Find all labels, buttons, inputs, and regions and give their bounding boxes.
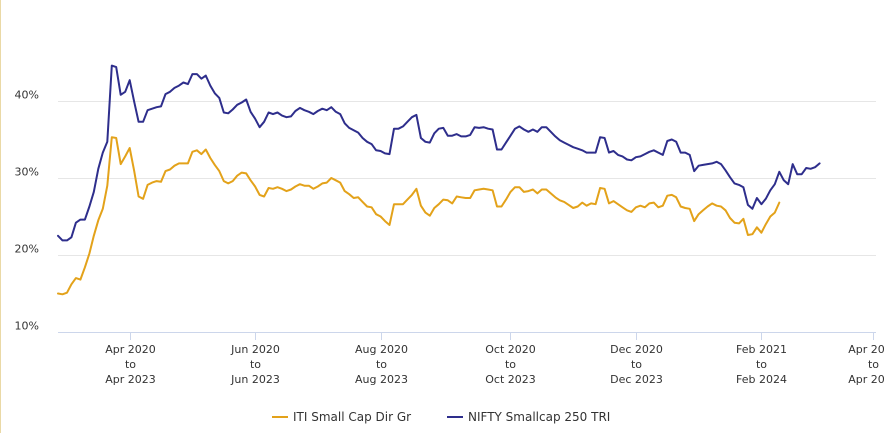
legend-item-iti[interactable]: ITI Small Cap Dir Gr: [272, 410, 411, 424]
gridlines: [58, 101, 876, 333]
y-tick-label: 30%: [15, 166, 39, 179]
x-tick-label: Apr 2020 to Apr 2023: [105, 343, 156, 386]
y-axis-ticks: 10% 20% 30% 40%: [15, 89, 39, 333]
y-tick-label: 10%: [15, 320, 39, 333]
series-line-iti[interactable]: [57, 136, 781, 296]
series-line-nifty[interactable]: [57, 64, 821, 242]
y-tick-label: 20%: [15, 243, 39, 256]
legend-label-nifty: NIFTY Smallcap 250 TRI: [468, 410, 610, 424]
legend[interactable]: ITI Small Cap Dir Gr NIFTY Smallcap 250 …: [272, 410, 610, 424]
x-tick-label: Feb 2021 to Feb 2024: [736, 343, 787, 386]
x-tick-label: Dec 2020 to Dec 2023: [610, 343, 663, 386]
x-axis-ticks: Apr 2020 to Apr 2023 Jun 2020 to Jun 2023 Aug …: [105, 332, 885, 386]
y-tick-label: 40%: [15, 89, 39, 102]
x-tick-label: Jun 2020 to Jun 2023: [230, 343, 280, 386]
legend-label-iti: ITI Small Cap Dir Gr: [293, 410, 411, 424]
x-tick-label: Aug 2020 to Aug 2023: [355, 343, 408, 386]
legend-item-nifty[interactable]: NIFTY Smallcap 250 TRI: [447, 410, 610, 424]
x-tick-label: Oct 2020 to Oct 2023: [485, 343, 536, 386]
series-lines: [57, 64, 821, 296]
x-tick-label: Apr 2021toApr 2024: [848, 343, 885, 386]
